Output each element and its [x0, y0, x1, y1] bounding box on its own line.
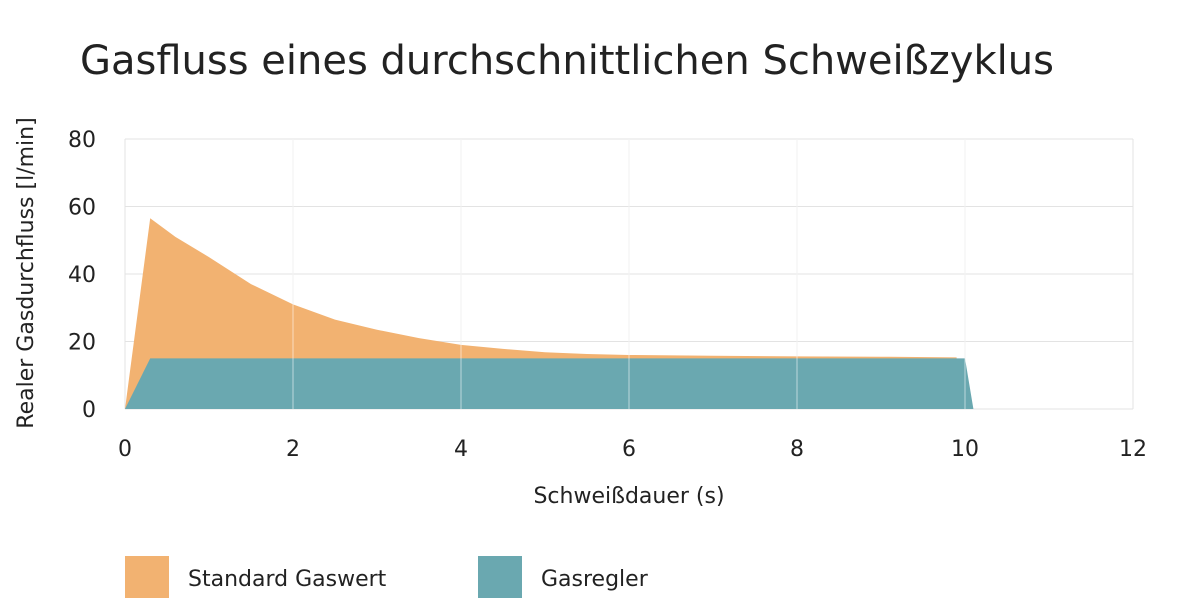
x-tick-label: 12 — [1119, 437, 1147, 462]
y-tick-label: 60 — [68, 196, 96, 221]
x-tick-label: 8 — [790, 437, 804, 462]
y-axis-label: Realer Gasdurchfluss [l/min] — [14, 117, 39, 428]
data-areas — [125, 218, 974, 409]
legend: Standard Gaswert Gasregler — [125, 556, 649, 598]
y-tick-label: 40 — [68, 263, 96, 288]
axes — [292, 139, 966, 409]
legend-label-1: Gasregler — [541, 567, 649, 592]
y-tick-label: 0 — [82, 398, 96, 423]
x-tick-label: 10 — [951, 437, 979, 462]
chart-title: Gasfluss eines durchschnittlichen Schwei… — [80, 38, 1054, 84]
x-tick-label: 6 — [622, 437, 636, 462]
y-tick-label: 20 — [68, 331, 96, 356]
legend-label-0: Standard Gaswert — [188, 567, 387, 592]
legend-swatch-1 — [478, 556, 522, 598]
x-tick-label: 0 — [118, 437, 132, 462]
x-tick-label: 2 — [286, 437, 300, 462]
x-axis-label: Schweißdauer (s) — [533, 484, 724, 509]
tick-labels: 0 20 40 60 80 0 2 4 6 8 10 12 — [68, 128, 1147, 462]
y-tick-label: 80 — [68, 128, 96, 153]
area-series-1 — [125, 358, 974, 409]
legend-swatch-0 — [125, 556, 169, 598]
x-tick-label: 4 — [454, 437, 468, 462]
